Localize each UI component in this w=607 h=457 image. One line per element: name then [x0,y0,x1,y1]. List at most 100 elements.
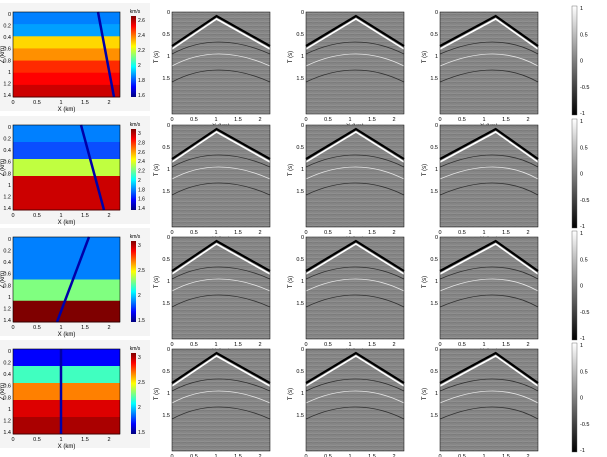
shot-gather: 00.511.500.511.52T (s)X (km) [154,10,271,130]
gather-x-tick: 1 [214,230,217,236]
colorbar-units: km/s [130,346,141,352]
reflection-event [305,166,405,180]
velocity-layer [13,279,120,302]
model-y-tick: 0.6 [3,384,11,390]
colorbar-tick: 1.6 [138,93,145,99]
gather-x-tick: 0 [170,454,173,457]
velocity-layer [13,72,120,86]
velocity-layer [13,142,120,160]
gather-image [306,349,404,451]
amplitude-colorbar-tick: -0.5 [580,310,589,316]
direct-wave [439,127,539,160]
velocity-layer [13,300,120,323]
model-y-tick: 1.4 [3,206,11,212]
gather-y-tick: 0.5 [296,145,304,151]
model-y-tick: 1.2 [3,306,11,312]
model-x-tick: 1 [59,100,62,106]
gather-x-tick: 0.5 [190,454,198,457]
shot-gather: 00.511.500.511.52T (s)X (km) [154,347,271,457]
gather-x-tick: 1 [214,454,217,457]
colorbar-tick: 2.2 [138,48,145,54]
amplitude-colorbar-tick: 1 [580,119,583,125]
reflection-event [439,378,539,392]
direct-wave [305,18,405,50]
direct-wave [439,131,539,163]
colorbar-tick: 2.5 [138,268,145,274]
gather-y-tick: 1.5 [296,76,304,82]
model-y-tick: 1.4 [3,318,11,324]
gather-image [172,237,270,339]
colorbar-tick: 1.5 [138,430,145,436]
gather-y-tick: 1 [435,54,438,60]
gather-x-tick: 1.5 [368,230,376,236]
direct-wave [171,239,271,272]
amplitude-colorbar-tick: -1 [580,111,585,117]
reflection-event [171,406,271,420]
reflection-event [171,166,271,180]
gather-y-tick: 1 [301,167,304,173]
colorbar-units: km/s [130,122,141,128]
gather-ylabel: T (s) [154,51,160,63]
model-x-tick: 0 [11,213,14,219]
gather-y-tick: 0 [301,123,304,129]
direct-wave [171,131,271,163]
gather-frame [305,124,405,228]
reflection-event [305,406,405,420]
gather-x-tick: 2 [258,454,261,457]
gather-x-tick: 1 [482,230,485,236]
model-y-tick: 0.8 [3,171,11,177]
gather-x-tick: 1.5 [502,342,510,348]
velocity-layer [13,48,120,62]
velocity-layer [13,36,120,49]
direct-wave [171,18,271,50]
model-y-tick: 0.4 [3,372,11,378]
velocity-layer [13,84,120,98]
gather-x-tick: 0.5 [458,454,466,457]
model-y-tick: 0.2 [3,24,11,30]
gather-y-tick: 1 [301,54,304,60]
gather-x-tick: 1 [348,454,351,457]
shot-gather: 00.511.500.511.52T (s)X (km) [288,235,405,355]
gather-x-tick: 1.5 [502,454,510,457]
reflection-event [305,390,405,404]
gather-y-tick: 1.5 [162,413,170,419]
gather-x-tick: 0 [304,117,307,123]
direct-wave [305,131,405,163]
colorbar-tick: 1.4 [138,206,145,212]
gather-y-tick: 0 [167,235,170,241]
row-1: 00.20.40.60.811.21.40 0.5 1 1.5 2Z (km)X (km… [0,3,589,130]
velocity-layer [13,258,120,280]
gather-y-tick: 0.5 [162,32,170,38]
gather-x-tick: 2 [392,342,395,348]
shot-gather: 00.511.500.511.52T (s)X (km) [288,10,405,130]
velocity-layer [13,237,120,259]
model-y-tick: 1.2 [3,81,11,87]
model-y-tick: 0.6 [3,47,11,53]
gather-x-tick: 2 [526,230,529,236]
fault-line [79,124,106,211]
gather-x-tick: 2 [258,230,261,236]
model-x-tick: 1.5 [81,100,89,106]
gather-ylabel: T (s) [422,51,428,63]
model-y-tick: 0.2 [3,137,11,143]
gather-x-tick: 1 [482,454,485,457]
direct-wave [439,14,539,47]
colorbar-tick: 2 [138,178,141,184]
colorbar-tick: 1.8 [138,78,145,84]
colorbar-tick: 1.8 [138,187,145,193]
reflection-event [439,182,539,196]
reflection-event [171,278,271,292]
gather-x-tick: 2 [526,342,529,348]
gather-frame [305,11,405,115]
reflection-event [439,69,539,83]
gather-y-tick: 0.5 [430,32,438,38]
gather-ylabel: T (s) [154,276,160,288]
gather-ylabel: T (s) [422,388,428,400]
velocity-layer [13,12,120,25]
velocity-colorbar [131,241,136,322]
reflection-event [171,41,271,55]
model-frame [12,124,121,211]
gather-x-tick: 1 [482,342,485,348]
colorbar-tick: 2.2 [138,169,145,175]
gather-y-tick: 1 [435,279,438,285]
